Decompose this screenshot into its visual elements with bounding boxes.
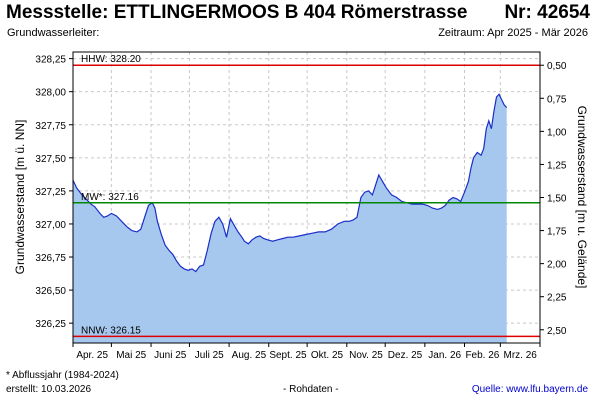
page-title: Messstelle: ETTLINGERMOOS B 404 Römerstr… [6,2,468,23]
axes: 326,25 326,50 326,75 327,00 327,25 327,50 327,… [35,55,566,361]
y2-tick-label: 2,50 [547,326,567,337]
x-tick-label: Feb. 26 [465,350,499,361]
x-tick-label: Sept. 25 [269,350,307,361]
y-tick-label: 328,00 [35,88,66,99]
y-tick-label: 326,50 [35,286,66,297]
footnote: * Abflussjahr (1984-2024) [6,370,119,381]
y-tick-label: 327,50 [35,154,66,165]
x-tick-label: Jan. 26 [428,350,461,361]
source-link[interactable]: Quelle: www.lfu.bayern.de [471,384,588,395]
x-tick-label: Dez. 25 [388,350,423,361]
x-tick-label: Apr. 25 [76,350,108,361]
water-level-area [73,94,507,343]
y2-tick-label: 1,50 [547,194,567,205]
x-tick-label: Aug. 25 [232,350,267,361]
raw-data-note: - Rohdaten - [283,384,339,395]
water-level-line [72,93,508,273]
reference-lines: HHW: 328.20 MW*: 327.16 NNW: 326.15 [73,54,540,338]
y2-tick-label: 2,00 [547,260,567,271]
y2-tick-label: 1,00 [547,127,567,138]
x-tick-label: Juni 25 [154,350,187,361]
x-tick-label: Mrz. 26 [503,350,537,361]
y2-tick-label: 1,25 [547,160,567,171]
y2-tick-label: 2,25 [547,293,567,304]
y-tick-label: 328,25 [35,55,66,66]
y2-tick-label: 1,75 [547,227,567,238]
reference-line-label: NNW: 326.15 [81,325,141,336]
reference-line-label: HHW: 328.20 [81,54,141,65]
x-tick-label: Nov. 25 [349,350,383,361]
y-tick-label: 327,25 [35,187,66,198]
y2-tick-label: 0,50 [547,61,567,72]
created-date: erstellt: 10.03.2026 [6,384,92,395]
y2-tick-label: 0,75 [547,94,567,105]
period-label: Zeitraum: Apr 2025 - Mär 2026 [438,27,588,39]
reference-line-label: MW*: 327.16 [81,192,139,203]
y-tick-label: 326,25 [35,319,66,330]
x-tick-label: Mai 25 [116,350,146,361]
aquifer-label: Grundwasserleiter: [7,27,100,39]
y-tick-label: 327,00 [35,220,66,231]
x-tick-label: Okt. 25 [311,350,344,361]
y2-axis-label: Grundwasserstand [m u. Gelände] [575,106,589,289]
y-tick-label: 327,75 [35,121,66,132]
x-tick-label: Juli 25 [195,350,224,361]
y-axis-label: Grundwasserstand [m ü. NN] [13,120,27,275]
y-tick-label: 326,75 [35,253,66,264]
station-number: Nr: 42654 [504,2,590,23]
